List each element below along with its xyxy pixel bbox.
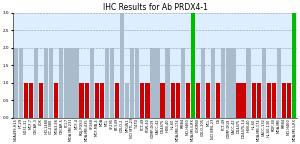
Bar [262, 48, 266, 118]
Bar [19, 48, 23, 118]
Bar [242, 83, 246, 118]
Bar [287, 83, 291, 118]
Bar [64, 48, 69, 118]
Bar [160, 83, 165, 118]
Bar [236, 83, 241, 118]
Bar [191, 13, 195, 118]
Bar [105, 48, 109, 118]
Bar [166, 48, 170, 118]
Bar [29, 83, 33, 118]
Bar [85, 83, 89, 118]
Bar [49, 48, 53, 118]
Bar [181, 48, 185, 118]
Bar [221, 48, 226, 118]
Bar [115, 83, 119, 118]
Bar [39, 83, 43, 118]
Bar [69, 48, 74, 118]
Bar [14, 48, 18, 118]
Bar [256, 83, 261, 118]
Bar [94, 83, 99, 118]
Bar [125, 83, 129, 118]
Bar [267, 83, 271, 118]
Bar [292, 13, 296, 118]
Bar [201, 48, 205, 118]
Bar [176, 83, 180, 118]
Bar [100, 83, 104, 118]
Bar [206, 83, 210, 118]
Bar [282, 83, 286, 118]
Bar [226, 48, 230, 118]
Bar [272, 83, 276, 118]
Bar [135, 48, 140, 118]
Bar [251, 83, 256, 118]
Bar [277, 48, 281, 118]
Bar [150, 48, 155, 118]
Bar [216, 83, 220, 118]
Bar [54, 83, 58, 118]
Title: IHC Results for Ab PRDX4-1: IHC Results for Ab PRDX4-1 [103, 3, 207, 12]
Bar [110, 48, 114, 118]
Bar [155, 48, 160, 118]
Bar [90, 48, 94, 118]
Bar [24, 83, 28, 118]
Bar [211, 48, 215, 118]
Bar [130, 48, 134, 118]
Bar [247, 48, 251, 118]
Bar [59, 48, 64, 118]
Bar [140, 83, 145, 118]
Bar [171, 83, 175, 118]
Bar [186, 83, 190, 118]
Bar [80, 83, 84, 118]
Bar [196, 83, 200, 118]
Bar [44, 48, 48, 118]
Bar [34, 48, 38, 118]
Bar [120, 13, 124, 118]
Bar [145, 83, 149, 118]
Bar [231, 48, 236, 118]
Bar [74, 48, 79, 118]
